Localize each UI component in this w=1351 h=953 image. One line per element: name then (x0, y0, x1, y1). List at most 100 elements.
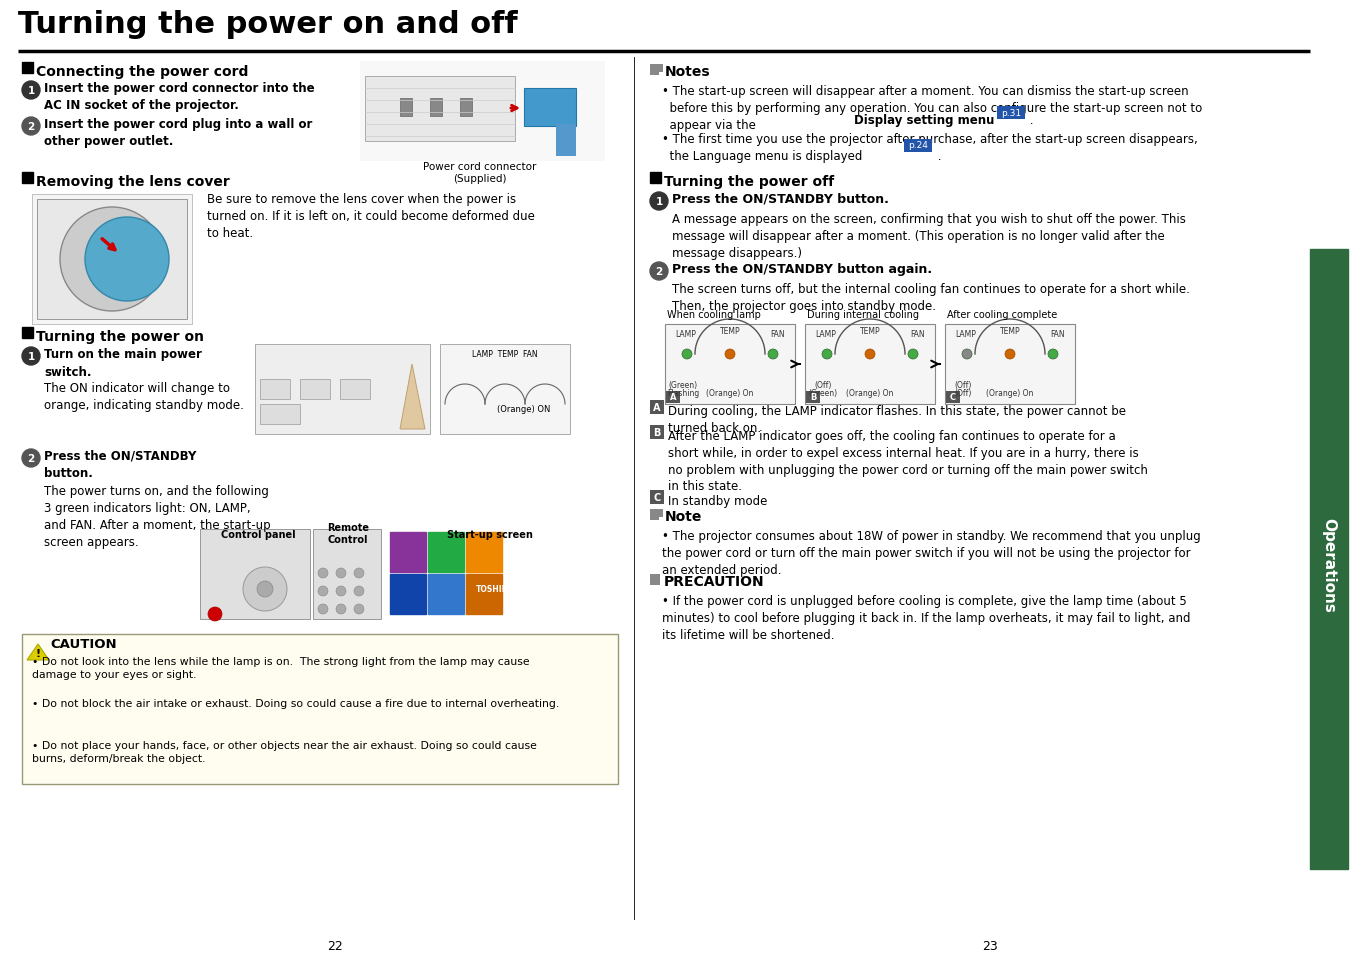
Bar (650, 426, 663, 439)
Circle shape (821, 350, 832, 359)
Circle shape (354, 586, 363, 597)
Text: !: ! (35, 648, 41, 659)
Circle shape (962, 350, 971, 359)
Text: FAN: FAN (911, 330, 924, 338)
Text: Power cord connector
(Supplied): Power cord connector (Supplied) (423, 162, 536, 184)
Bar (466, 575, 503, 615)
Bar (946, 392, 961, 403)
Text: FAN: FAN (770, 330, 785, 338)
Circle shape (22, 82, 41, 100)
Bar (904, 140, 932, 152)
Circle shape (1005, 350, 1015, 359)
Text: LAMP: LAMP (955, 330, 975, 338)
Circle shape (208, 607, 222, 621)
Text: • Do not block the air intake or exhaust. Doing so could cause a fire due to int: • Do not block the air intake or exhaust… (32, 699, 559, 708)
Circle shape (336, 604, 346, 615)
Bar (340, 379, 370, 399)
Text: Press the ON/STANDBY button.: Press the ON/STANDBY button. (671, 193, 889, 206)
Bar (300, 379, 330, 399)
Bar (650, 65, 659, 76)
Text: PRECAUTION: PRECAUTION (663, 575, 765, 588)
Bar (1310, 250, 1348, 869)
Text: TEMP: TEMP (1000, 327, 1020, 335)
Bar (359, 62, 605, 162)
Text: Turning the power on: Turning the power on (36, 330, 204, 344)
Text: (Green): (Green) (669, 380, 697, 390)
Circle shape (22, 118, 41, 136)
Text: A message appears on the screen, confirming that you wish to shut off the power.: A message appears on the screen, confirm… (671, 213, 1186, 259)
Text: 1: 1 (655, 196, 662, 207)
Text: Operations: Operations (1321, 517, 1336, 612)
Text: A: A (670, 393, 677, 402)
Text: Start-up screen: Start-up screen (447, 530, 532, 539)
Text: 1: 1 (27, 86, 35, 96)
Text: (Off): (Off) (815, 380, 832, 390)
Text: (Orange) ON: (Orange) ON (497, 405, 550, 414)
Bar (650, 400, 663, 415)
Bar (459, 99, 471, 117)
Circle shape (1048, 350, 1058, 359)
Bar (390, 575, 426, 615)
Circle shape (354, 604, 363, 615)
Text: (Off): (Off) (954, 389, 971, 397)
Text: Insert the power cord connector into the
AC IN socket of the projector.: Insert the power cord connector into the… (45, 82, 315, 112)
Circle shape (85, 218, 169, 302)
Text: C: C (654, 493, 661, 502)
Text: Insert the power cord plug into a wall or
other power outlet.: Insert the power cord plug into a wall o… (45, 118, 312, 149)
Text: • Do not place your hands, face, or other objects near the air exhaust. Doing so: • Do not place your hands, face, or othe… (32, 740, 536, 763)
Circle shape (354, 568, 363, 578)
Bar (22, 635, 617, 784)
Bar (259, 379, 290, 399)
Text: 23: 23 (982, 939, 998, 952)
Text: .: . (934, 150, 942, 163)
Text: Be sure to remove the lens cover when the power is
turned on. If it is left on, : Be sure to remove the lens cover when th… (207, 193, 535, 240)
Text: Removing the lens cover: Removing the lens cover (36, 174, 230, 189)
Circle shape (243, 567, 286, 612)
Circle shape (650, 193, 667, 211)
Text: Display setting menu: Display setting menu (854, 113, 994, 127)
Text: B: B (809, 393, 816, 402)
Bar (807, 392, 820, 403)
Bar (22, 328, 32, 338)
Text: Remote
Control: Remote Control (327, 522, 369, 545)
Text: 22: 22 (327, 939, 343, 952)
Text: Turning the power on and off: Turning the power on and off (18, 10, 517, 39)
Text: When cooling lamp: When cooling lamp (667, 310, 761, 319)
Bar (200, 530, 309, 619)
Bar (390, 533, 426, 573)
Bar (428, 533, 463, 573)
Bar (428, 575, 463, 615)
Text: TEMP: TEMP (720, 327, 740, 335)
Text: During internal cooling: During internal cooling (807, 310, 919, 319)
Text: CAUTION: CAUTION (50, 638, 116, 650)
Bar (557, 125, 576, 157)
Text: After the LAMP indicator goes off, the cooling fan continues to operate for a
sh: After the LAMP indicator goes off, the c… (667, 430, 1148, 493)
Text: Control panel: Control panel (220, 530, 296, 539)
Bar (36, 200, 186, 319)
Bar (400, 99, 412, 117)
Text: (Orange) On: (Orange) On (986, 389, 1034, 397)
Bar (665, 325, 794, 405)
Circle shape (865, 350, 875, 359)
Bar (650, 172, 661, 184)
Text: Turn on the main power
switch.: Turn on the main power switch. (45, 348, 201, 378)
Bar (32, 194, 192, 325)
Text: LAMP: LAMP (815, 330, 836, 338)
Text: After cooling complete: After cooling complete (947, 310, 1058, 319)
Bar (805, 325, 935, 405)
Bar (650, 510, 659, 520)
Text: The ON indicator will change to
orange, indicating standby mode.: The ON indicator will change to orange, … (45, 381, 245, 412)
Text: Notes: Notes (665, 65, 711, 79)
Circle shape (22, 450, 41, 468)
Text: • The projector consumes about 18W of power in standby. We recommend that you un: • The projector consumes about 18W of po… (662, 530, 1201, 576)
Text: .: . (1025, 113, 1034, 127)
Text: In standby mode: In standby mode (667, 495, 767, 507)
Circle shape (725, 350, 735, 359)
Text: Press the ON/STANDBY
button.: Press the ON/STANDBY button. (45, 450, 196, 480)
Circle shape (908, 350, 917, 359)
Circle shape (682, 350, 692, 359)
Text: (Orange) On: (Orange) On (707, 389, 754, 397)
Bar (466, 533, 503, 573)
Text: 2: 2 (27, 454, 35, 463)
Bar (650, 575, 661, 585)
